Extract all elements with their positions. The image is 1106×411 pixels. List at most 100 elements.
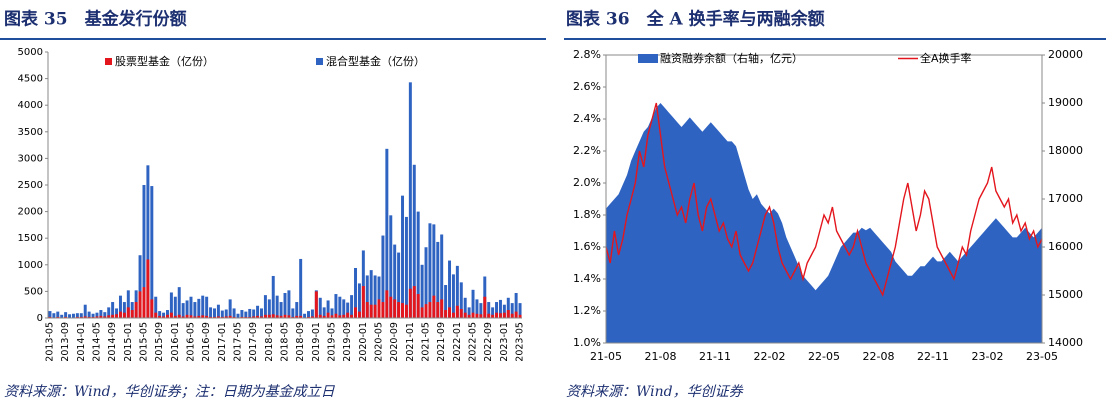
bar: [209, 307, 213, 318]
bar: [205, 296, 209, 318]
bar: [420, 264, 424, 318]
y-tick-label: 1500: [18, 233, 43, 244]
bar: [220, 316, 224, 318]
x-tick-label: 2015-05: [138, 322, 149, 362]
bar: [275, 315, 279, 318]
x-tick-label: 2021-01: [405, 322, 416, 362]
bar: [432, 295, 436, 318]
bar: [342, 314, 346, 318]
bar: [99, 310, 103, 318]
x-tick-label: 23-02: [972, 350, 1004, 363]
bar: [479, 303, 483, 318]
bar: [267, 299, 271, 318]
bar: [338, 296, 342, 318]
chart-title: 图表 36 全 A 换手率与两融余额: [566, 9, 825, 30]
bar: [173, 296, 177, 318]
bar: [385, 148, 389, 318]
bar: [107, 315, 111, 318]
bar: [448, 307, 452, 318]
bar: [432, 224, 436, 318]
bar: [451, 274, 455, 318]
bar: [252, 316, 256, 318]
bar: [322, 307, 326, 318]
bar: [440, 234, 444, 318]
x-tick-label: 22-08: [863, 350, 895, 363]
bar: [322, 315, 326, 318]
bar: [87, 316, 91, 318]
bar: [201, 295, 205, 318]
bar: [369, 304, 373, 318]
bar: [498, 299, 502, 318]
y-tick-label: 1.4%: [573, 272, 601, 285]
x-tick-label: 2014-01: [76, 322, 87, 362]
bar: [228, 315, 232, 318]
y-tick-label: 1.0%: [573, 336, 601, 349]
bar: [314, 291, 318, 318]
source-note: 资料来源：Wind，华创证券；注：日期为基金成立日: [4, 384, 336, 400]
bar: [436, 302, 440, 318]
bar: [459, 308, 463, 318]
bar: [154, 312, 158, 318]
bar: [56, 316, 60, 318]
bar: [99, 315, 103, 318]
bar: [393, 244, 397, 318]
y2-tick-label: 18000: [1048, 144, 1083, 157]
x-tick-label: 2016-09: [201, 322, 212, 362]
bar: [75, 316, 79, 318]
bar: [518, 303, 522, 318]
y-tick-label: 1.8%: [573, 208, 601, 221]
y-tick-label: 5000: [18, 47, 43, 58]
bar: [451, 312, 455, 318]
bar: [334, 313, 338, 318]
bar: [326, 300, 330, 318]
bar: [389, 215, 393, 318]
bar: [240, 316, 244, 318]
bar: [310, 316, 314, 318]
bar: [287, 290, 291, 318]
bar: [475, 313, 479, 318]
bar: [373, 304, 377, 318]
bar: [287, 315, 291, 318]
bar: [342, 299, 346, 318]
bar: [354, 267, 358, 318]
bar: [377, 276, 381, 318]
y-tick-label: 2500: [18, 180, 43, 191]
bar: [416, 294, 420, 318]
bar: [448, 260, 452, 318]
x-tick-label: 2021-09: [436, 322, 447, 362]
y-tick-label: 2.0%: [573, 176, 601, 189]
bar: [158, 315, 162, 318]
bar: [506, 297, 510, 318]
bar: [169, 292, 173, 318]
bar: [361, 286, 365, 318]
bar: [193, 302, 197, 318]
bar: [491, 314, 495, 318]
bar: [87, 311, 91, 318]
bar: [463, 297, 467, 318]
bar: [412, 164, 416, 318]
bar: [401, 195, 405, 318]
bar: [189, 296, 193, 318]
bar: [244, 311, 248, 318]
bar: [455, 265, 459, 318]
x-tick-label: 2018-01: [264, 322, 275, 362]
bar: [193, 316, 197, 318]
x-tick-label: 2019-01: [311, 322, 322, 362]
bar: [138, 291, 142, 318]
bar: [271, 314, 275, 318]
x-tick-label: 2023-05: [515, 322, 526, 362]
bar: [169, 312, 173, 318]
x-tick-label: 22-05: [808, 350, 840, 363]
bar: [346, 312, 350, 318]
bar: [263, 314, 267, 318]
x-tick-label: 2017-01: [217, 322, 228, 362]
bar: [162, 316, 166, 318]
x-tick-label: 22-11: [917, 350, 949, 363]
bar: [115, 314, 119, 318]
bar: [471, 289, 475, 318]
bar: [412, 286, 416, 318]
bar: [107, 307, 111, 318]
bar: [111, 314, 115, 318]
bar: [91, 313, 95, 318]
bar: [495, 302, 499, 318]
